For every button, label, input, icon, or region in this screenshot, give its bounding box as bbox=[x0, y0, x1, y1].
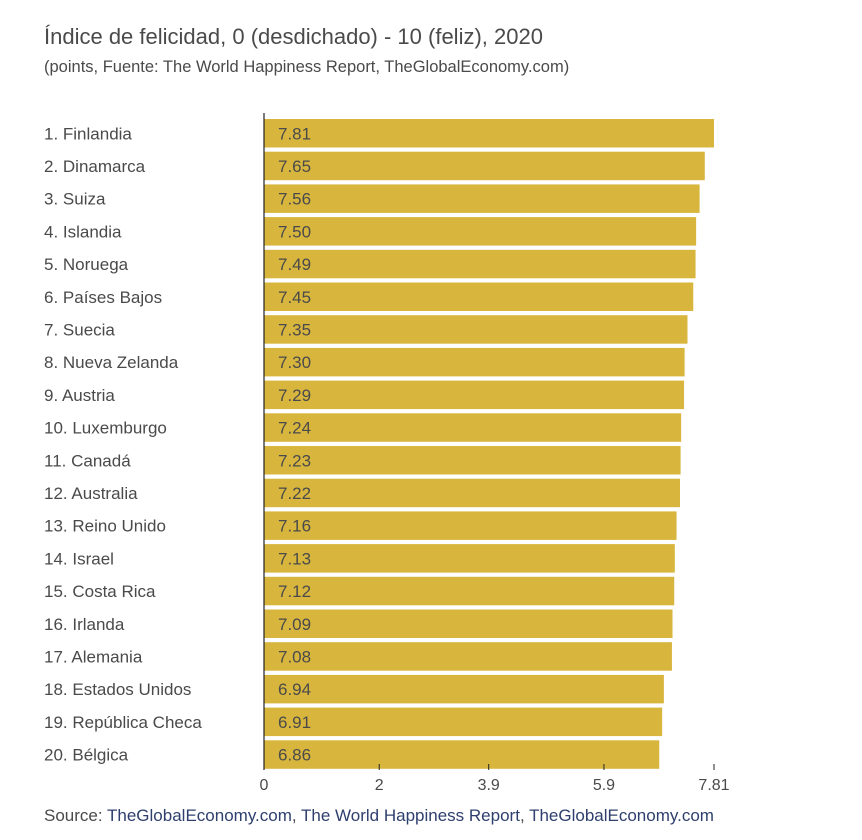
value-label: 7.23 bbox=[278, 451, 311, 470]
x-tick-label: 3.9 bbox=[478, 777, 500, 794]
category-label: 20. Bélgica bbox=[44, 746, 129, 765]
value-label: 7.30 bbox=[278, 353, 311, 372]
value-label: 7.29 bbox=[278, 386, 311, 405]
value-label: 7.45 bbox=[278, 288, 311, 307]
chart-subtitle: (points, Fuente: The World Happiness Rep… bbox=[44, 58, 570, 76]
bar bbox=[264, 249, 696, 279]
bar bbox=[264, 674, 664, 704]
category-label: 16. Irlanda bbox=[44, 615, 125, 634]
bar bbox=[264, 707, 663, 737]
x-tick-label: 2 bbox=[375, 777, 384, 794]
bar-chart: 1. Finlandia 7.81 2. Dinamarca 7.65 3. Suiza… bbox=[44, 113, 730, 794]
bar bbox=[264, 151, 705, 181]
bar bbox=[264, 576, 675, 606]
category-label: 12. Australia bbox=[44, 484, 138, 503]
x-tick-label: 5.9 bbox=[593, 777, 615, 794]
value-label: 6.91 bbox=[278, 713, 311, 732]
value-label: 7.13 bbox=[278, 549, 311, 568]
category-label: 14. Israel bbox=[44, 549, 114, 568]
bar bbox=[264, 642, 672, 671]
category-label: 1. Finlandia bbox=[44, 124, 132, 143]
category-label: 7. Suecia bbox=[44, 320, 115, 339]
category-label: 18. Estados Unidos bbox=[44, 680, 191, 699]
source-link-3[interactable]: TheGlobalEconomy.com bbox=[529, 806, 714, 825]
value-label: 7.12 bbox=[278, 582, 311, 601]
category-label: 15. Costa Rica bbox=[44, 582, 156, 601]
bar bbox=[264, 315, 688, 344]
value-label: 6.94 bbox=[278, 680, 311, 699]
value-label: 7.49 bbox=[278, 255, 311, 274]
bar bbox=[264, 347, 685, 377]
bar bbox=[264, 119, 714, 148]
bar bbox=[264, 511, 677, 540]
x-tick-label: 7.81 bbox=[698, 777, 729, 794]
chart-title: Índice de felicidad, 0 (desdichado) - 10… bbox=[44, 24, 543, 49]
source-separator: , bbox=[519, 806, 530, 825]
value-label: 7.24 bbox=[278, 419, 311, 438]
category-label: 6. Países Bajos bbox=[44, 288, 162, 307]
category-label: 3. Suiza bbox=[44, 190, 106, 209]
source-link-1[interactable]: TheGlobalEconomy.com bbox=[107, 806, 292, 825]
bar bbox=[264, 740, 660, 769]
x-tick-label: 0 bbox=[260, 777, 269, 794]
source-line: Source: TheGlobalEconomy.com, The World … bbox=[44, 806, 790, 826]
category-label: 11. Canadá bbox=[44, 451, 131, 470]
bar bbox=[264, 609, 673, 638]
bar bbox=[264, 217, 697, 246]
bar bbox=[264, 446, 681, 475]
category-label: 10. Luxemburgo bbox=[44, 419, 167, 438]
source-label: Source: bbox=[44, 806, 103, 825]
value-label: 7.56 bbox=[278, 190, 311, 209]
value-label: 7.22 bbox=[278, 484, 311, 503]
category-label: 2. Dinamarca bbox=[44, 157, 146, 176]
category-label: 9. Austria bbox=[44, 386, 115, 405]
bar bbox=[264, 413, 682, 442]
bar bbox=[264, 380, 685, 410]
value-label: 7.16 bbox=[278, 517, 311, 536]
value-label: 7.65 bbox=[278, 157, 311, 176]
category-label: 19. República Checa bbox=[44, 713, 202, 732]
category-label: 13. Reino Unido bbox=[44, 517, 166, 536]
bar bbox=[264, 544, 675, 573]
value-label: 7.35 bbox=[278, 320, 311, 339]
value-label: 7.50 bbox=[278, 222, 311, 241]
source-link-2[interactable]: The World Happiness Report bbox=[301, 806, 520, 825]
bar bbox=[264, 184, 700, 213]
value-label: 7.09 bbox=[278, 615, 311, 634]
bar bbox=[264, 282, 694, 311]
category-label: 5. Noruega bbox=[44, 255, 129, 274]
value-label: 7.08 bbox=[278, 647, 311, 666]
value-label: 6.86 bbox=[278, 746, 311, 765]
category-label: 8. Nueva Zelanda bbox=[44, 353, 179, 372]
category-label: 17. Alemania bbox=[44, 647, 143, 666]
category-label: 4. Islandia bbox=[44, 222, 122, 241]
bar bbox=[264, 478, 681, 508]
source-separator: , bbox=[291, 806, 302, 825]
value-label: 7.81 bbox=[278, 124, 311, 143]
